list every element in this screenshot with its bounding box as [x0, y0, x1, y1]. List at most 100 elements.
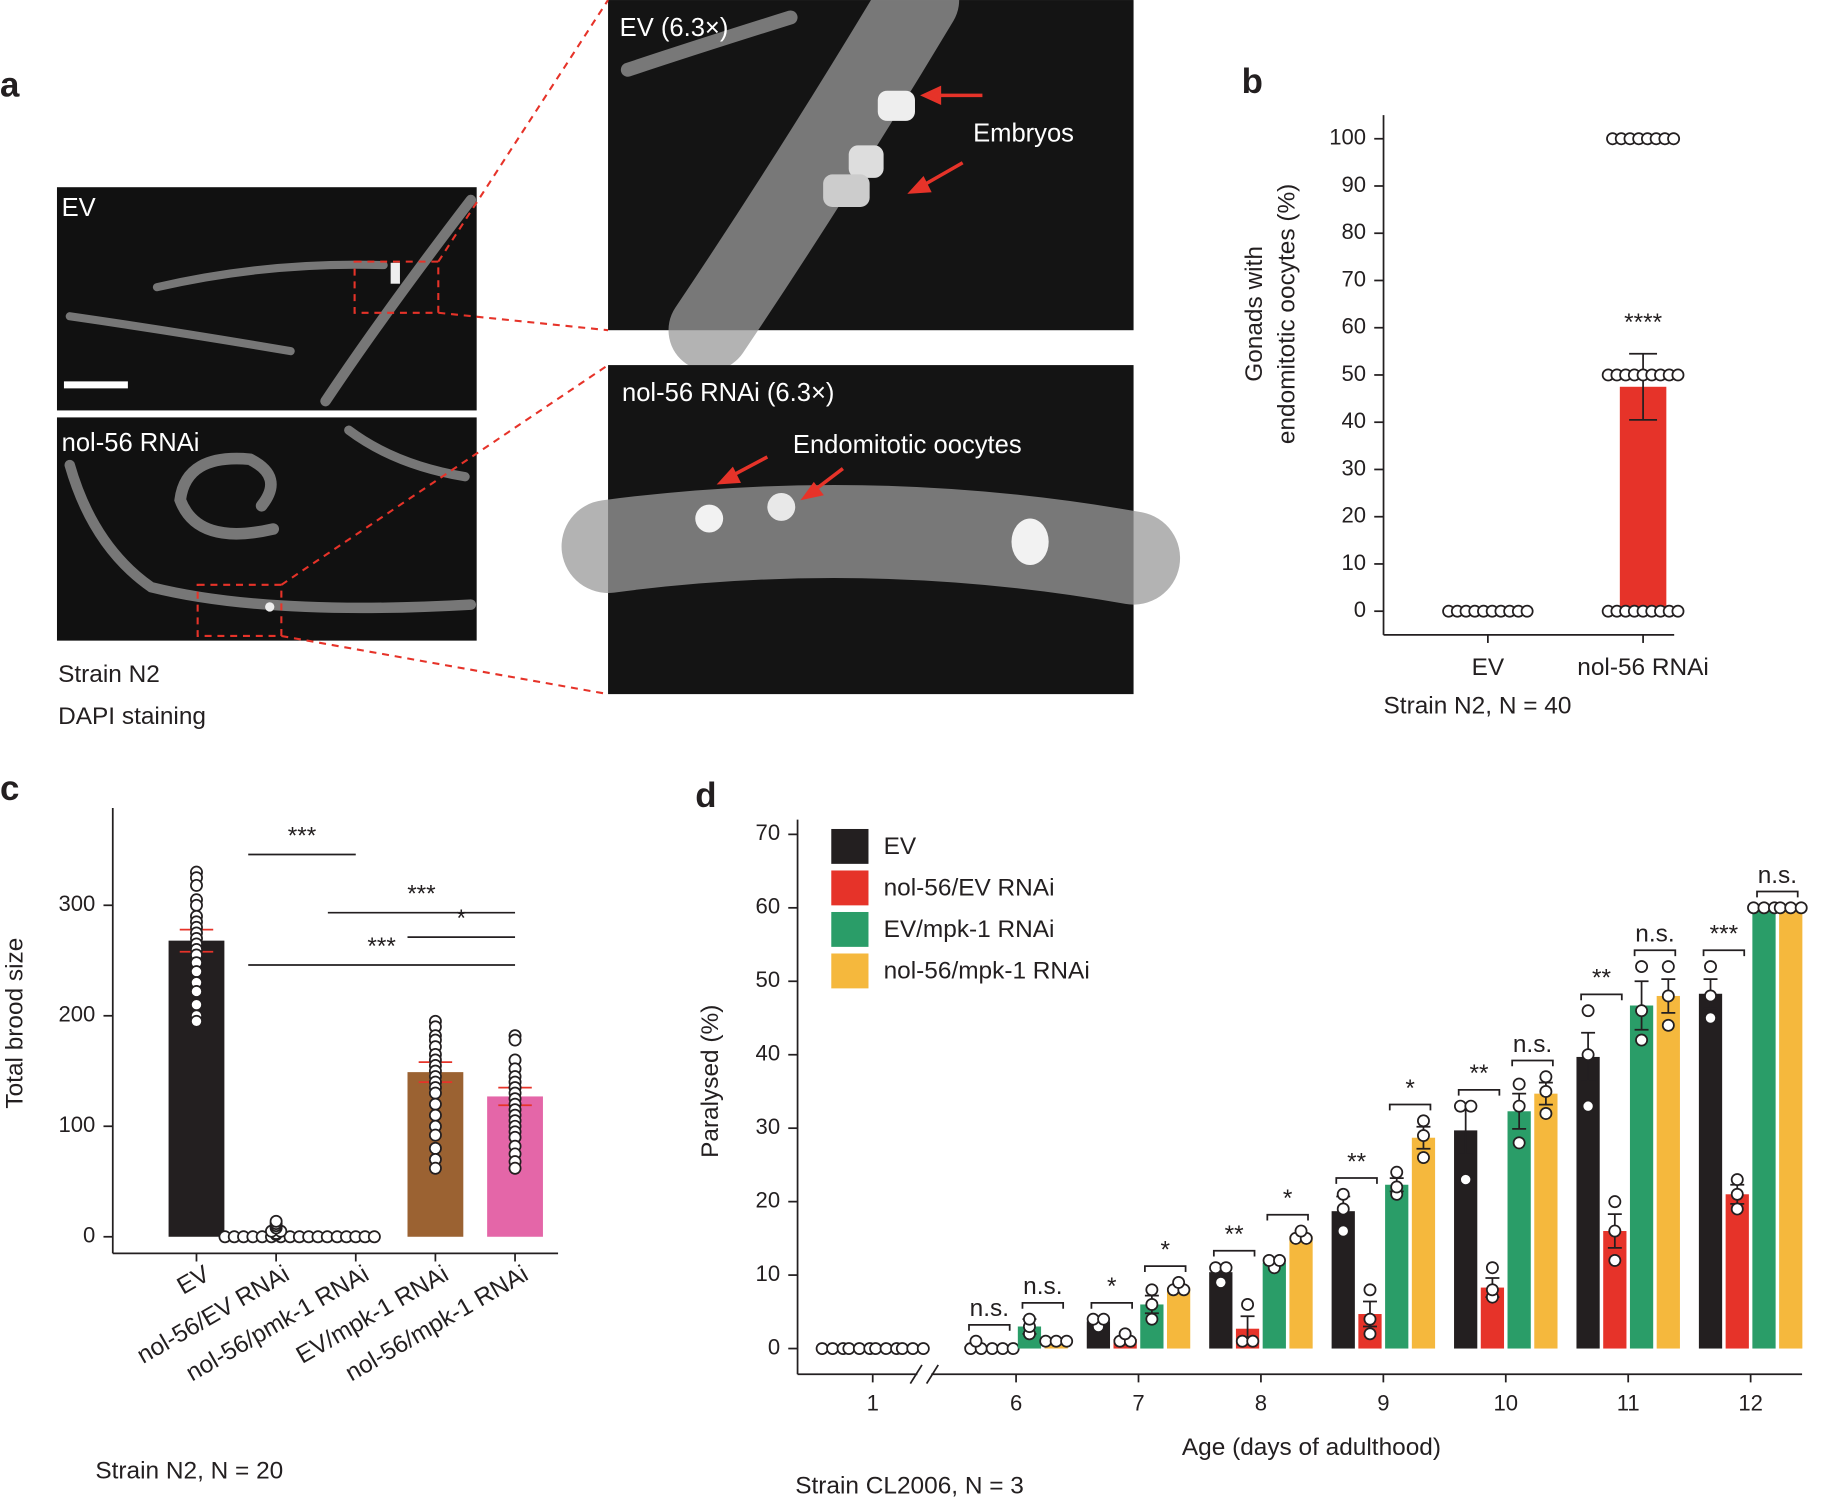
- data-point: [996, 1342, 1010, 1355]
- data-point: [1214, 1275, 1228, 1289]
- y-tick-label: 60: [756, 894, 781, 919]
- data-point: [1539, 1107, 1553, 1120]
- image-label: EV: [62, 194, 96, 222]
- data-point: [895, 1342, 909, 1355]
- y-tick-label: 20: [1342, 503, 1367, 528]
- bracket: [1756, 890, 1799, 898]
- x-tick-label: 7: [1132, 1390, 1144, 1415]
- data-point: [1006, 1342, 1020, 1355]
- significance-label: **: [1347, 1148, 1366, 1175]
- data-point: [1336, 1202, 1350, 1216]
- bracket: [1021, 1302, 1065, 1309]
- data-point: [428, 1128, 442, 1142]
- data-point: [1671, 604, 1685, 618]
- bracket: [1633, 949, 1677, 957]
- data-point: [1417, 1151, 1430, 1165]
- oocyte: [695, 504, 724, 533]
- error-bar: [1629, 352, 1658, 421]
- data-point: [1294, 1224, 1308, 1238]
- significance-label: n.s.: [1023, 1273, 1062, 1300]
- data-point: [1262, 1253, 1276, 1267]
- panel-a: a EV nol-56 RNAi EV (6.3×: [0, 0, 1181, 730]
- legend-label: nol-56/EV RNAi: [884, 875, 1055, 902]
- significance-label: n.s.: [1513, 1031, 1552, 1058]
- data-point: [1097, 1312, 1111, 1326]
- note: Strain N2, N = 20: [95, 1457, 283, 1484]
- data-point: [826, 1342, 840, 1355]
- data-point: [1635, 1033, 1649, 1047]
- data-point: [1661, 989, 1675, 1003]
- data-point: [190, 985, 203, 998]
- x-tick-label: 10: [1493, 1390, 1518, 1415]
- data-point: [906, 1342, 920, 1355]
- bracket: [1580, 993, 1623, 1001]
- x-tick-label: 9: [1377, 1390, 1389, 1415]
- data-point: [1671, 368, 1685, 382]
- bar: [1411, 1137, 1436, 1349]
- data-point: [842, 1342, 856, 1355]
- data-point: [1485, 1261, 1499, 1275]
- bracket: [1702, 949, 1746, 957]
- x-tick-label: EV: [1472, 654, 1505, 681]
- data-point: [1363, 1283, 1377, 1297]
- significance-label: *: [1283, 1185, 1293, 1212]
- data-point: [1608, 1253, 1622, 1267]
- data-point: [367, 1230, 381, 1244]
- bar: [1385, 1184, 1409, 1349]
- data-point: [1172, 1275, 1186, 1289]
- legend-label: EV: [884, 833, 917, 860]
- embryo: [390, 262, 400, 284]
- bar: [1752, 907, 1776, 1349]
- bracket: [1457, 1088, 1501, 1096]
- y-tick-label: 70: [1342, 266, 1367, 291]
- worm: [64, 459, 477, 614]
- y-tick-label: 30: [1342, 455, 1367, 480]
- data-point: [190, 1014, 203, 1028]
- bracket: [1388, 1103, 1432, 1111]
- data-point: [269, 1214, 283, 1228]
- micrograph: [56, 187, 477, 411]
- y-tick-label: 40: [756, 1041, 781, 1066]
- data-point: [1635, 1004, 1649, 1018]
- data-point: [1060, 1334, 1074, 1348]
- significance-label: *: [1160, 1236, 1170, 1263]
- data-point: [1667, 132, 1681, 146]
- oocyte: [767, 492, 796, 521]
- image-label: nol-56 RNAi (6.3×): [622, 379, 834, 407]
- data-point: [1464, 1099, 1478, 1113]
- note: Strain CL2006, N = 3: [795, 1472, 1024, 1499]
- data-point: [1512, 1099, 1526, 1113]
- legend-swatch: [831, 870, 869, 906]
- significance-label: ****: [1624, 309, 1662, 336]
- data-point: [1704, 989, 1717, 1003]
- bar: [1534, 1093, 1558, 1349]
- data-point: [1390, 1180, 1404, 1194]
- data-point: [508, 1033, 522, 1047]
- image-label: EV (6.3×): [620, 14, 729, 42]
- significance-label: n.s.: [970, 1295, 1009, 1322]
- y-tick-label: 40: [1342, 408, 1367, 433]
- legend-label: nol-56/mpk-1 RNAi: [884, 958, 1090, 985]
- significance-label: n.s.: [1635, 921, 1674, 948]
- data-point: [869, 1342, 883, 1355]
- bar: [1725, 1194, 1749, 1349]
- worm: [174, 452, 280, 540]
- worm: [620, 10, 798, 77]
- data-point: [190, 998, 203, 1012]
- data-point: [1145, 1298, 1159, 1311]
- y-tick-label: 70: [756, 820, 781, 845]
- worm: [65, 312, 295, 356]
- data-point: [190, 878, 203, 892]
- x-tick-label: 6: [1010, 1390, 1022, 1415]
- bracket: [1090, 1302, 1133, 1309]
- data-point: [190, 965, 203, 979]
- y-axis-label: Paralysed (%): [697, 1005, 724, 1158]
- legend-swatch: [831, 953, 869, 989]
- bracket: [1335, 1177, 1378, 1184]
- data-point: [1336, 1187, 1350, 1201]
- data-point: [969, 1334, 983, 1348]
- zoom-box: [196, 583, 283, 638]
- panel-letter: a: [0, 65, 20, 104]
- bar: [1289, 1236, 1313, 1349]
- data-point: [1049, 1334, 1063, 1348]
